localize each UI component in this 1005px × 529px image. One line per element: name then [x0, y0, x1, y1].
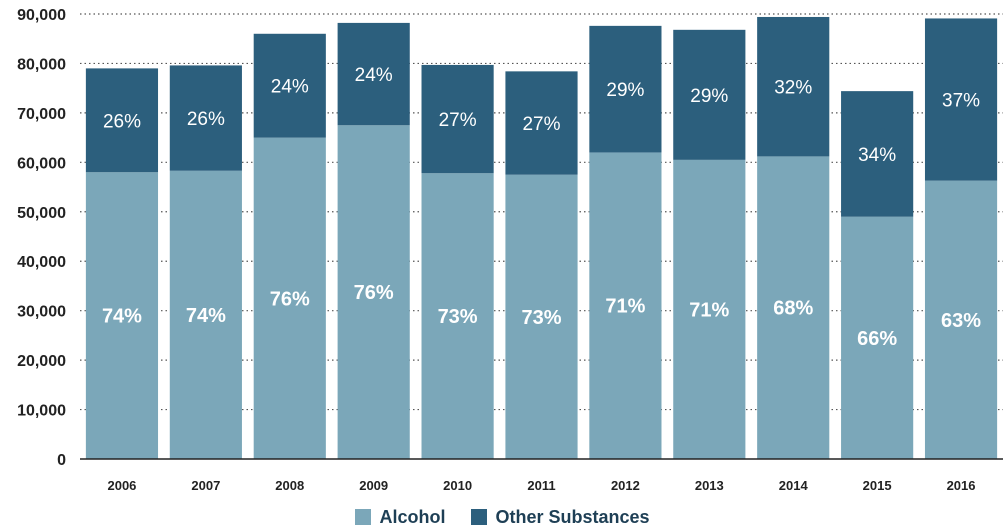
data-label-alcohol: 74%: [102, 306, 142, 328]
legend-swatch-other-substances: [471, 509, 488, 525]
x-tick-label: 2010: [443, 478, 472, 493]
legend-item-other-substances: Other Substances: [471, 506, 650, 528]
bar-alcohol: [253, 137, 326, 459]
y-tick-label: 70,000: [17, 106, 66, 123]
bar-other-substances: [757, 16, 830, 157]
bar-alcohol: [421, 173, 494, 459]
data-label-alcohol: 71%: [689, 299, 729, 321]
legend-swatch-alcohol: [355, 509, 372, 525]
legend: Alcohol Other Substances: [0, 506, 1005, 528]
x-tick-label: 2014: [779, 478, 809, 493]
bar-other-substances: [841, 91, 914, 217]
bar-alcohol: [505, 174, 578, 459]
data-label-alcohol: 71%: [605, 296, 645, 318]
x-tick-label: 2006: [107, 478, 136, 493]
data-label-other-substances: 34%: [858, 145, 896, 166]
bar-alcohol: [673, 159, 746, 459]
x-tick-label: 2016: [947, 478, 976, 493]
bar-other-substances: [924, 18, 998, 181]
legend-label-alcohol: Alcohol: [379, 506, 446, 527]
data-label-other-substances: 37%: [942, 91, 980, 112]
y-tick-label: 50,000: [17, 205, 66, 222]
bar-other-substances: [85, 68, 159, 173]
y-axis-ticks: 0 10,000 20,000 30,000 40,000 50,000 60,000 70,…: [17, 7, 66, 469]
bar-other-substances: [589, 25, 662, 153]
data-label-alcohol: 76%: [270, 288, 310, 310]
data-label-alcohol: 63%: [941, 310, 981, 332]
bar-alcohol: [924, 180, 998, 459]
bar-alcohol: [85, 172, 159, 459]
data-label-alcohol: 66%: [857, 328, 897, 350]
y-tick-label: 80,000: [17, 56, 66, 73]
bar-other-substances: [673, 29, 746, 160]
data-label-other-substances: 24%: [271, 77, 309, 98]
y-tick-label: 10,000: [17, 403, 66, 420]
x-tick-label: 2008: [275, 478, 304, 493]
data-label-alcohol: 68%: [773, 298, 813, 320]
bars: 74% 26% 74% 26% 76% 24% 76% 24% 73% 27% 73% 27% 71% 2…: [85, 16, 998, 459]
bar-other-substances: [421, 64, 494, 174]
data-label-other-substances: 29%: [690, 86, 728, 107]
legend-item-alcohol: Alcohol: [355, 507, 445, 528]
data-label-other-substances: 29%: [606, 80, 644, 101]
x-tick-label: 2013: [695, 478, 724, 493]
data-label-other-substances: 26%: [187, 109, 225, 130]
y-tick-label: 20,000: [17, 353, 66, 370]
y-tick-label: 40,000: [17, 254, 66, 271]
bar-other-substances: [169, 65, 242, 171]
bar-alcohol: [169, 170, 242, 459]
data-label-other-substances: 24%: [355, 65, 393, 86]
y-tick-label: 30,000: [17, 304, 66, 321]
x-tick-label: 2009: [359, 478, 388, 493]
data-label-other-substances: 27%: [439, 110, 477, 131]
y-tick-label: 60,000: [17, 155, 66, 172]
x-axis-ticks: 2006 2007 2008 2009 2010 2011 2012 2013 2014 2015…: [107, 478, 975, 493]
chart: 74% 26% 74% 26% 76% 24% 76% 24% 73% 27% 73% 27% 71% 2…: [17, 7, 1003, 493]
x-tick-label: 2012: [611, 478, 640, 493]
data-label-alcohol: 76%: [354, 282, 394, 304]
y-tick-label: 90,000: [17, 7, 66, 24]
y-tick-label: 0: [57, 452, 66, 469]
x-tick-label: 2011: [527, 478, 555, 493]
bar-alcohol: [589, 152, 662, 459]
data-label-alcohol: 74%: [186, 305, 226, 327]
x-tick-label: 2015: [863, 478, 892, 493]
x-tick-label: 2007: [191, 478, 220, 493]
data-label-other-substances: 32%: [774, 78, 812, 99]
bar-alcohol: [757, 156, 830, 459]
bar-other-substances: [337, 22, 410, 126]
bar-other-substances: [253, 33, 326, 138]
data-label-alcohol: 73%: [438, 306, 478, 328]
bar-alcohol: [841, 216, 914, 459]
data-label-alcohol: 73%: [521, 307, 561, 329]
data-label-other-substances: 27%: [522, 114, 560, 135]
bar-other-substances: [505, 71, 578, 175]
bar-alcohol: [337, 125, 410, 459]
data-label-other-substances: 26%: [103, 111, 141, 132]
legend-label-other-substances: Other Substances: [495, 506, 650, 527]
